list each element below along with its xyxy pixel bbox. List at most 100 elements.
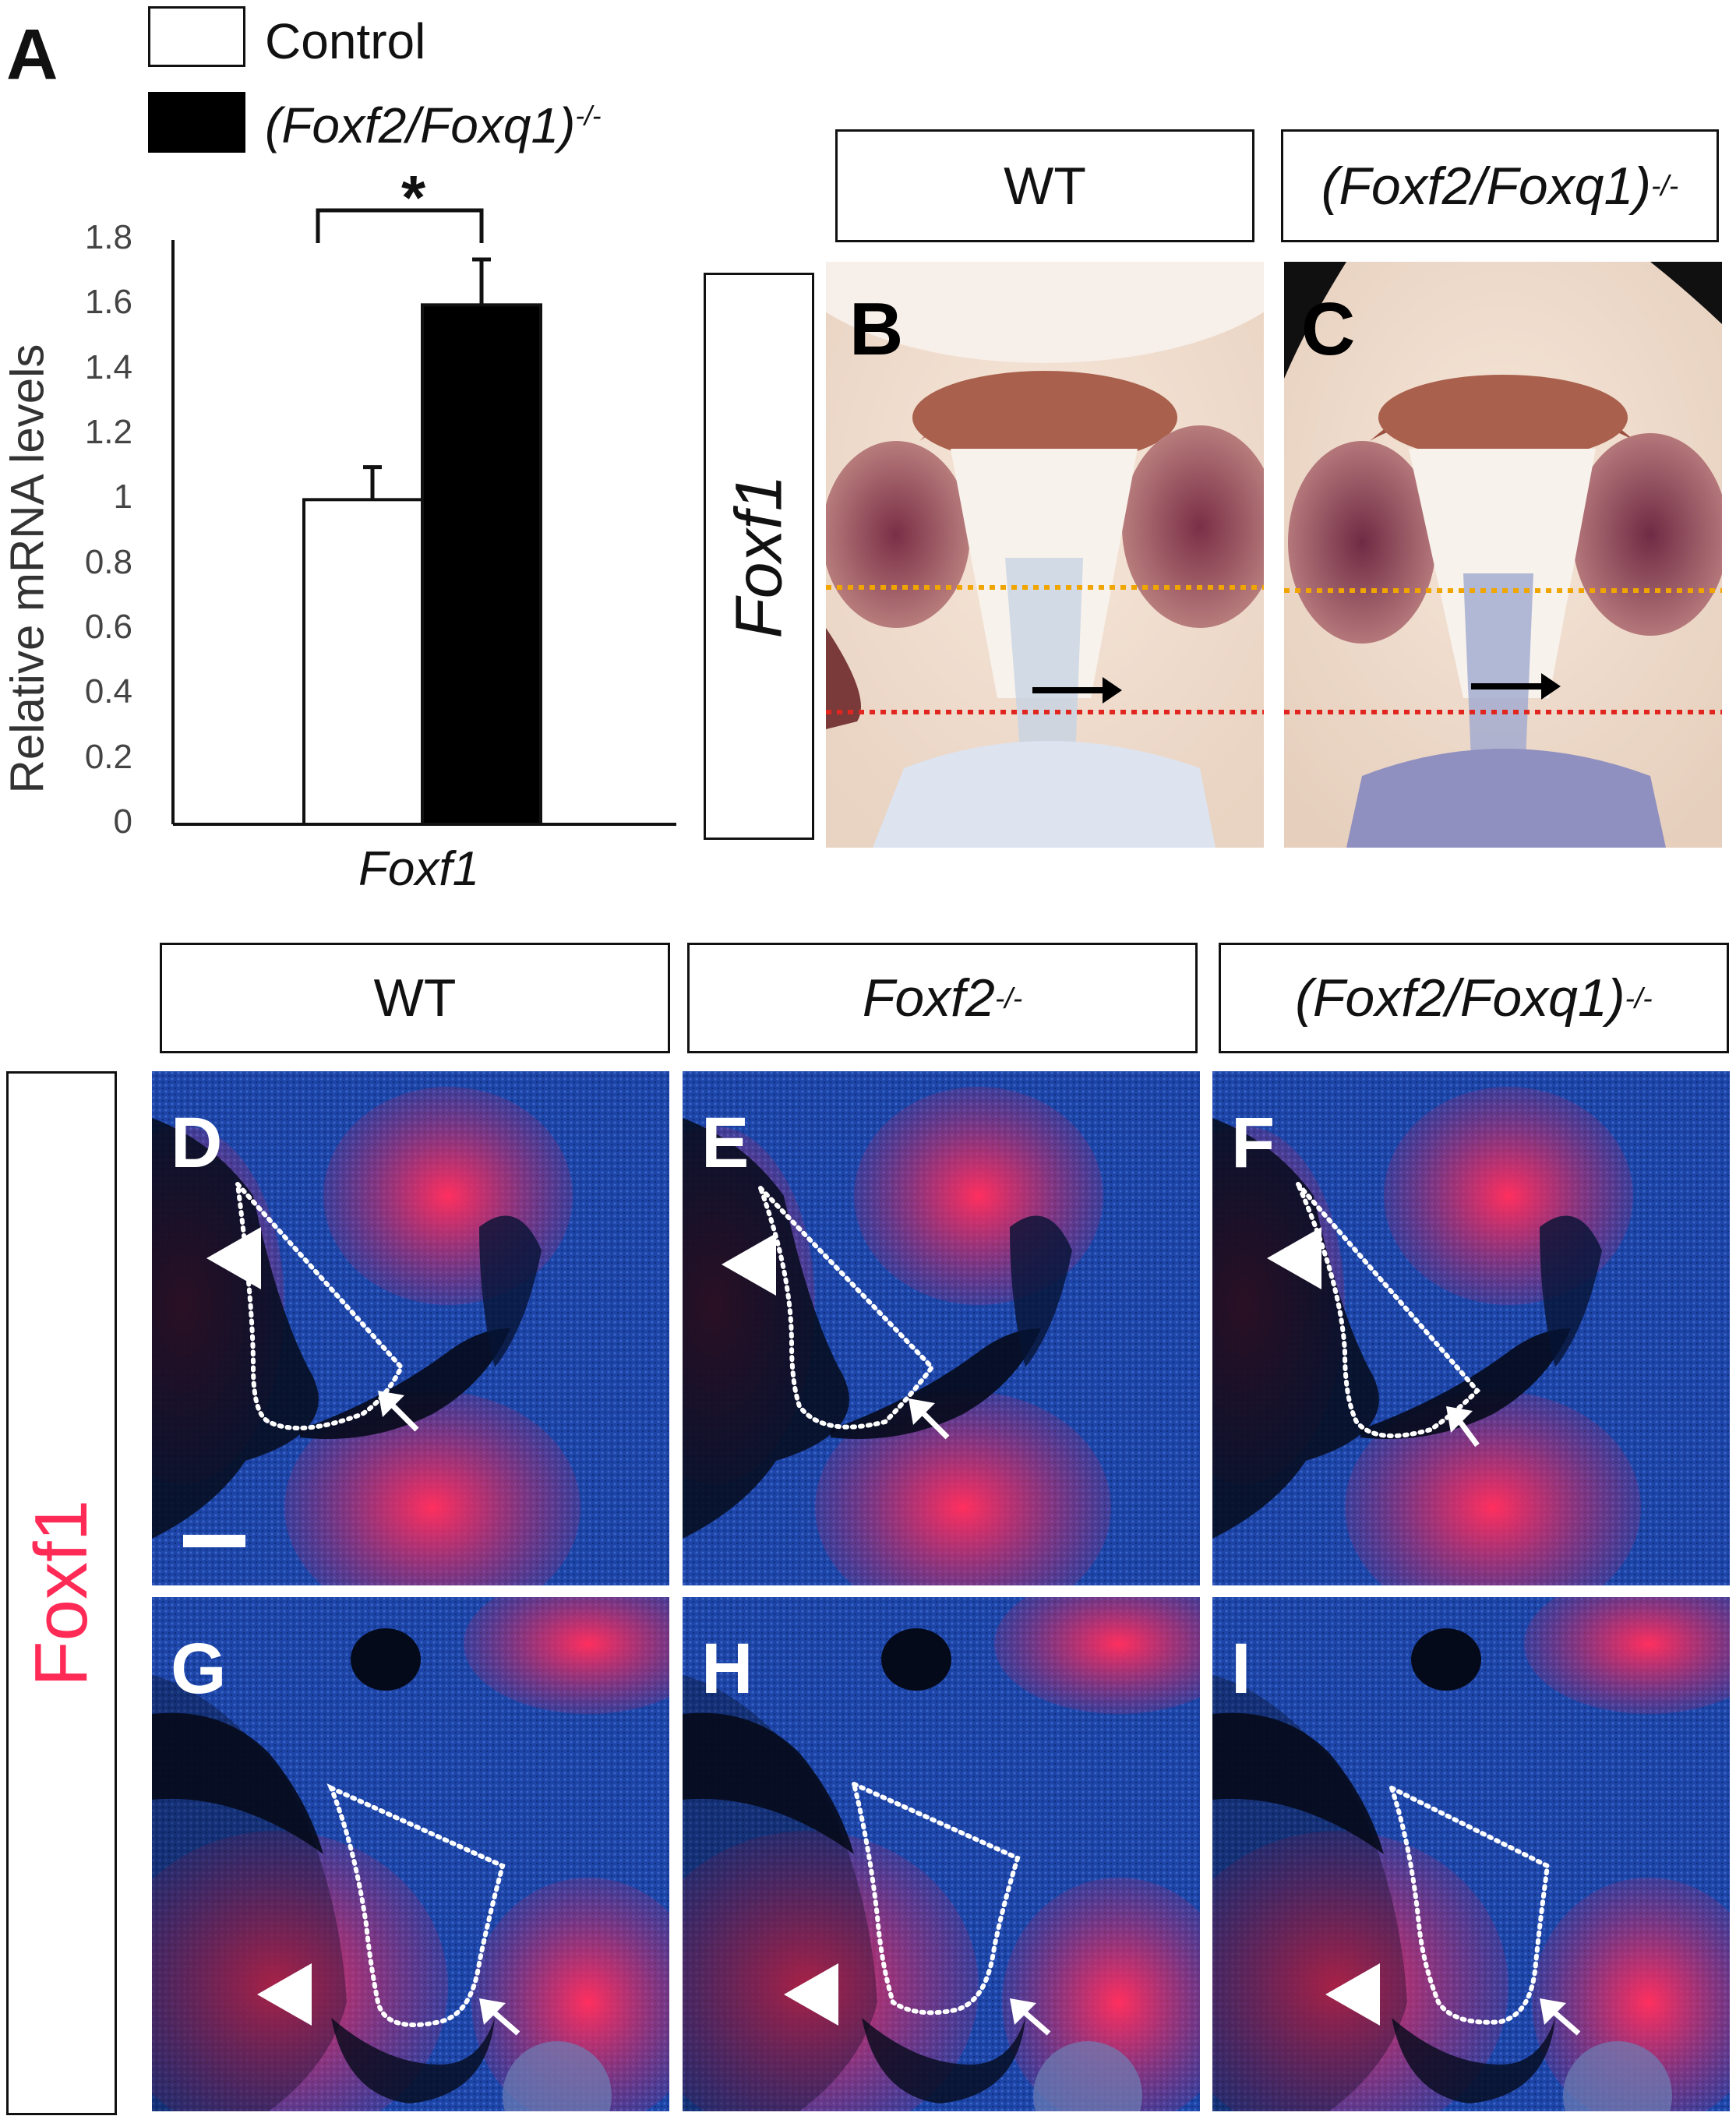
tissue-region [815,1391,1111,1585]
tissue-region [1010,1215,1072,1367]
y-tick-label: 0.6 [84,608,132,646]
arrow-icon [1540,1998,1566,2025]
fluorescence-section [683,1071,1200,1585]
tissue-region [152,1712,323,1854]
tissue-region [994,1597,1200,1714]
header-foxf2-bottom: Foxf2 -/- [687,943,1198,1053]
arrow-icon [479,1998,506,2025]
header-mutant-bottom-sup: -/- [1625,981,1653,1014]
tissue-region [1212,1712,1384,1854]
arrowhead-icon [1325,1963,1380,2026]
x-axis-label: Foxf1 [358,842,480,896]
header-wt-bottom: WT [160,943,670,1053]
tissue-region [1540,1215,1602,1367]
panel-letter-g: G [171,1629,227,1709]
arrow-icon [1471,673,1561,700]
bar-chart [171,208,676,827]
row-label-top: Foxf1 [722,474,796,639]
panel-letter-c: C [1301,287,1356,371]
header-foxf2-main: Foxf2 [862,968,995,1028]
arrow-icon [909,1398,935,1425]
bar-mutant [421,303,542,827]
tissue-region [284,1391,580,1585]
tissue-region [1392,2018,1555,2104]
fluorescence-section [683,1597,1200,2111]
y-tick-label: 0 [113,802,132,841]
arrow-icon [1032,677,1122,704]
tissue-region [683,1712,854,1854]
tissue-region [1212,1118,1379,1539]
header-wt-top: WT [835,129,1254,242]
header-mutant-top: (Foxf2/Foxq1) -/- [1281,129,1719,242]
fluorescence-section [1212,1597,1730,2111]
legend-label-mutant: (Foxf2/Foxq1)-/- [265,97,602,154]
header-mutant-bottom: (Foxf2/Foxq1) -/- [1219,943,1729,1053]
tissue-region [464,1597,669,1714]
arrow-icon [378,1391,404,1417]
image-panel-b: B [826,262,1264,848]
tissue-region [471,1878,669,2111]
fluorescence-section [1212,1071,1730,1585]
scale-bar [183,1535,245,1547]
image-panel-g: G [152,1597,669,2111]
tissue-region [683,1118,849,1539]
dotted-outline [326,1783,506,2028]
legend-label-control: Control [265,13,426,69]
tissue-region [1002,1878,1200,2111]
y-tick-label: 0.8 [84,542,132,581]
image-panel-c: C [1284,262,1722,848]
panel-letter-h: H [701,1629,753,1709]
panel-letter-i: I [1231,1629,1251,1709]
tissue-region [503,2041,612,2111]
tissue-region [1033,2041,1142,2111]
y-tick-label: 0.2 [84,737,132,776]
tissue-region [831,1328,1041,1439]
bar-control [302,498,424,826]
y-tick-label: 1.2 [84,413,132,451]
tissue-region [351,1628,421,1691]
panel-letter-e: E [701,1103,750,1183]
legend-swatch-control [148,6,245,67]
tissue-region [881,1628,951,1691]
embryo-wholemount-wt [826,262,1264,848]
tissue-region [1532,1878,1730,2111]
y-tick-label: 0.4 [84,672,132,711]
tissue-region [300,1328,510,1439]
dotted-outline [234,1176,404,1430]
y-tick-label: 1.8 [84,218,132,256]
dotted-outline [850,1779,1021,2015]
y-tick-label: 1 [113,478,132,517]
row-label-top-box: Foxf1 [704,273,814,840]
panel-letter-b: B [849,287,904,371]
tissue-region [1212,1831,1508,2111]
header-mutant-top-main: (Foxf2/Foxq1) [1321,156,1651,216]
image-panel-d: D [152,1071,669,1585]
legend-label-mutant-main: (Foxf2/Foxq1) [265,97,576,153]
embryo-wholemount-mutant [1284,262,1722,848]
dotted-outline [758,1186,935,1430]
arrowhead-icon [1267,1227,1321,1289]
arrowhead-icon [784,1963,838,2026]
tissue-region [862,2018,1025,2104]
panel-letter-f: F [1231,1103,1276,1183]
tissue-region [1563,2041,1672,2111]
arrowhead-icon [722,1233,776,1296]
tissue-region [479,1215,542,1367]
dotted-outline [1296,1183,1481,1438]
image-panel-h: H [683,1597,1200,2111]
row-label-bottom-box: Foxf1 [6,1071,117,2115]
fluorescence-section [152,1071,669,1585]
panel-letter-d: D [171,1103,223,1183]
header-foxf2-sup: -/- [994,981,1023,1014]
legend-label-mutant-sup: -/- [575,101,602,132]
arrow-icon [1010,1998,1036,2025]
legend-swatch-mutant [148,92,245,153]
tissue-region [1524,1597,1730,1714]
significance-bracket [316,208,484,243]
panel-letter-a: A [6,15,58,94]
arrow-icon [1446,1406,1473,1433]
row-label-bottom: Foxf1 [19,1499,103,1687]
significance-star: * [401,163,426,232]
tissue-region [1360,1328,1571,1439]
arrowhead-icon [206,1227,261,1289]
